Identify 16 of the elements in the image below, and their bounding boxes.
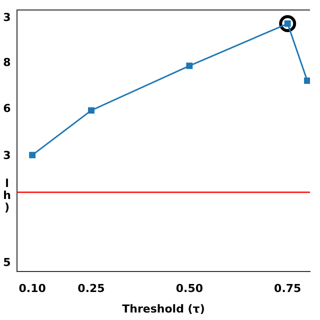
- text: 3: [2, 149, 12, 162]
- text: l h ): [2, 177, 12, 214]
- text: 5: [2, 256, 12, 269]
- x-tick-label: 0.25: [78, 282, 105, 296]
- point: [186, 62, 193, 70]
- x-tick-label: 0.75: [274, 282, 302, 296]
- text: 3: [2, 11, 12, 24]
- x-tick-label: 0.50: [176, 282, 204, 296]
- text: 8: [2, 56, 12, 69]
- point: [279, 15, 296, 32]
- x-tick-label: 0.10: [18, 282, 46, 296]
- text: 6: [2, 102, 12, 115]
- point: [304, 77, 310, 84]
- point: [88, 107, 94, 114]
- point: [29, 152, 36, 158]
- x-axis-title: Threshold (τ): [122, 302, 205, 316]
